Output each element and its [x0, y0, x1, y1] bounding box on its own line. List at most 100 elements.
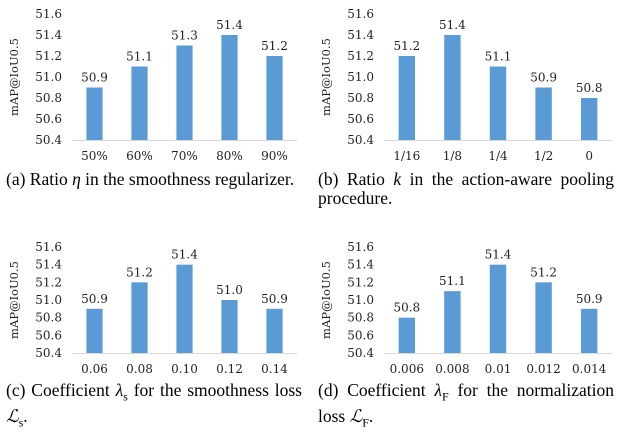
- bar: [580, 308, 598, 353]
- y-tick-label: 51.6: [35, 7, 62, 21]
- chart-panel: 50.4 50.6 50.8 51.0 51.2 51.4 51.6 mAP@IoU0.5 51…: [319, 7, 612, 163]
- x-tick-label: 0.12: [216, 362, 243, 376]
- x-tick-label: 0.08: [126, 362, 153, 376]
- data-label: 51.0: [216, 283, 243, 297]
- data-label: 51.1: [485, 50, 512, 64]
- data-label: 50.9: [576, 292, 603, 306]
- data-label: 51.2: [530, 265, 557, 279]
- data-label: 51.4: [485, 248, 512, 262]
- y-tick-label: 51.6: [347, 240, 374, 254]
- figure-caption: (d) Coefficient λF for the normalization…: [318, 380, 614, 430]
- data-label: 51.2: [126, 265, 153, 279]
- y-axis-title: mAP@IoU0.5: [7, 261, 21, 339]
- y-tick-label: 51.2: [35, 275, 62, 289]
- data-label: 50.9: [81, 71, 108, 85]
- figure-caption: (b) Ratio k in the action-aware pooling …: [318, 169, 614, 208]
- y-tick-label: 51.6: [347, 7, 374, 21]
- data-label: 50.9: [261, 292, 288, 306]
- y-tick-label: 51.4: [35, 28, 62, 42]
- bar: [535, 87, 552, 140]
- data-label: 50.9: [530, 71, 557, 85]
- chart-panel: 50.4 50.6 50.8 51.0 51.2 51.4 51.6 mAP@IoU0.5 50…: [319, 240, 612, 376]
- x-tick-label: 50%: [81, 149, 108, 163]
- x-tick-label: 70%: [171, 149, 198, 163]
- data-label: 51.4: [171, 248, 198, 262]
- bar: [398, 56, 416, 140]
- y-tick-label: 51.0: [35, 70, 62, 84]
- y-tick-label: 50.6: [347, 328, 374, 342]
- y-tick-label: 50.8: [347, 91, 374, 105]
- x-tick-label: 1/16: [393, 149, 420, 163]
- y-tick-label: 51.4: [347, 258, 374, 272]
- x-tick-label: 0.014: [572, 362, 607, 376]
- y-tick-label: 50.6: [347, 112, 374, 126]
- y-axis-title: mAP@IoU0.5: [319, 38, 333, 116]
- x-tick-label: 90%: [261, 149, 288, 163]
- y-tick-label: 50.4: [347, 346, 374, 360]
- y-tick-label: 50.8: [35, 311, 62, 325]
- x-tick-label: 60%: [126, 149, 153, 163]
- bar: [535, 282, 552, 353]
- x-tick-label: 0.006: [390, 362, 424, 376]
- x-tick-label: 1/2: [534, 149, 553, 163]
- bar: [86, 87, 103, 140]
- bar: [176, 45, 193, 140]
- y-tick-label: 50.8: [347, 311, 374, 325]
- y-tick-label: 50.8: [35, 91, 62, 105]
- bar: [444, 35, 461, 140]
- data-label: 50.8: [393, 301, 420, 315]
- x-tick-label: 0.14: [261, 362, 288, 376]
- y-tick-label: 50.4: [347, 133, 374, 147]
- data-label: 51.3: [171, 29, 198, 43]
- y-tick-label: 50.6: [35, 112, 62, 126]
- chart-panel: 50.4 50.6 50.8 51.0 51.2 51.4 51.6 mAP@IoU0.5 50…: [7, 7, 297, 163]
- data-label: 51.1: [126, 50, 153, 64]
- x-tick-label: 0: [585, 149, 593, 163]
- bar: [580, 98, 598, 140]
- y-tick-label: 51.4: [35, 258, 62, 272]
- bar: [266, 56, 283, 140]
- data-label: 51.4: [439, 18, 466, 32]
- data-label: 51.2: [393, 39, 420, 53]
- bar: [489, 66, 507, 140]
- bar: [221, 35, 238, 140]
- y-tick-label: 51.2: [347, 49, 374, 63]
- figure-caption: (a) Ratio η in the smoothness regularize…: [6, 169, 295, 189]
- figure-caption: (c) Coefficient λs for the smoothness lo…: [6, 380, 302, 430]
- data-label: 51.1: [439, 274, 466, 288]
- data-label: 50.8: [576, 81, 603, 95]
- x-tick-label: 0.008: [435, 362, 469, 376]
- x-tick-label: 0.10: [171, 362, 198, 376]
- data-label: 50.9: [81, 292, 108, 306]
- y-tick-label: 51.0: [347, 70, 374, 84]
- x-tick-label: 0.01: [485, 362, 512, 376]
- y-tick-label: 51.4: [347, 28, 374, 42]
- bar: [398, 317, 416, 353]
- x-tick-label: 0.012: [526, 362, 560, 376]
- bar: [266, 308, 283, 353]
- y-tick-label: 50.6: [35, 328, 62, 342]
- bar: [489, 264, 507, 353]
- x-tick-label: 0.06: [81, 362, 108, 376]
- y-tick-label: 51.2: [35, 49, 62, 63]
- y-tick-label: 51.6: [35, 240, 62, 254]
- data-label: 51.2: [261, 39, 288, 53]
- y-axis-title: mAP@IoU0.5: [7, 38, 21, 116]
- y-tick-label: 51.0: [347, 293, 374, 307]
- x-tick-label: 80%: [216, 149, 243, 163]
- bar: [444, 291, 461, 353]
- x-tick-label: 1/8: [443, 149, 462, 163]
- chart-panel: 50.4 50.6 50.8 51.0 51.2 51.4 51.6 mAP@IoU0.5 50…: [7, 240, 297, 376]
- y-axis-title: mAP@IoU0.5: [319, 261, 333, 339]
- bar: [131, 66, 148, 140]
- bar: [86, 308, 103, 353]
- y-tick-label: 51.2: [347, 275, 374, 289]
- y-tick-label: 50.4: [35, 346, 62, 360]
- x-tick-label: 1/4: [488, 149, 508, 163]
- y-tick-label: 50.4: [35, 133, 62, 147]
- bar: [176, 264, 193, 353]
- data-label: 51.4: [216, 18, 243, 32]
- bar: [131, 282, 148, 353]
- bar: [221, 300, 238, 353]
